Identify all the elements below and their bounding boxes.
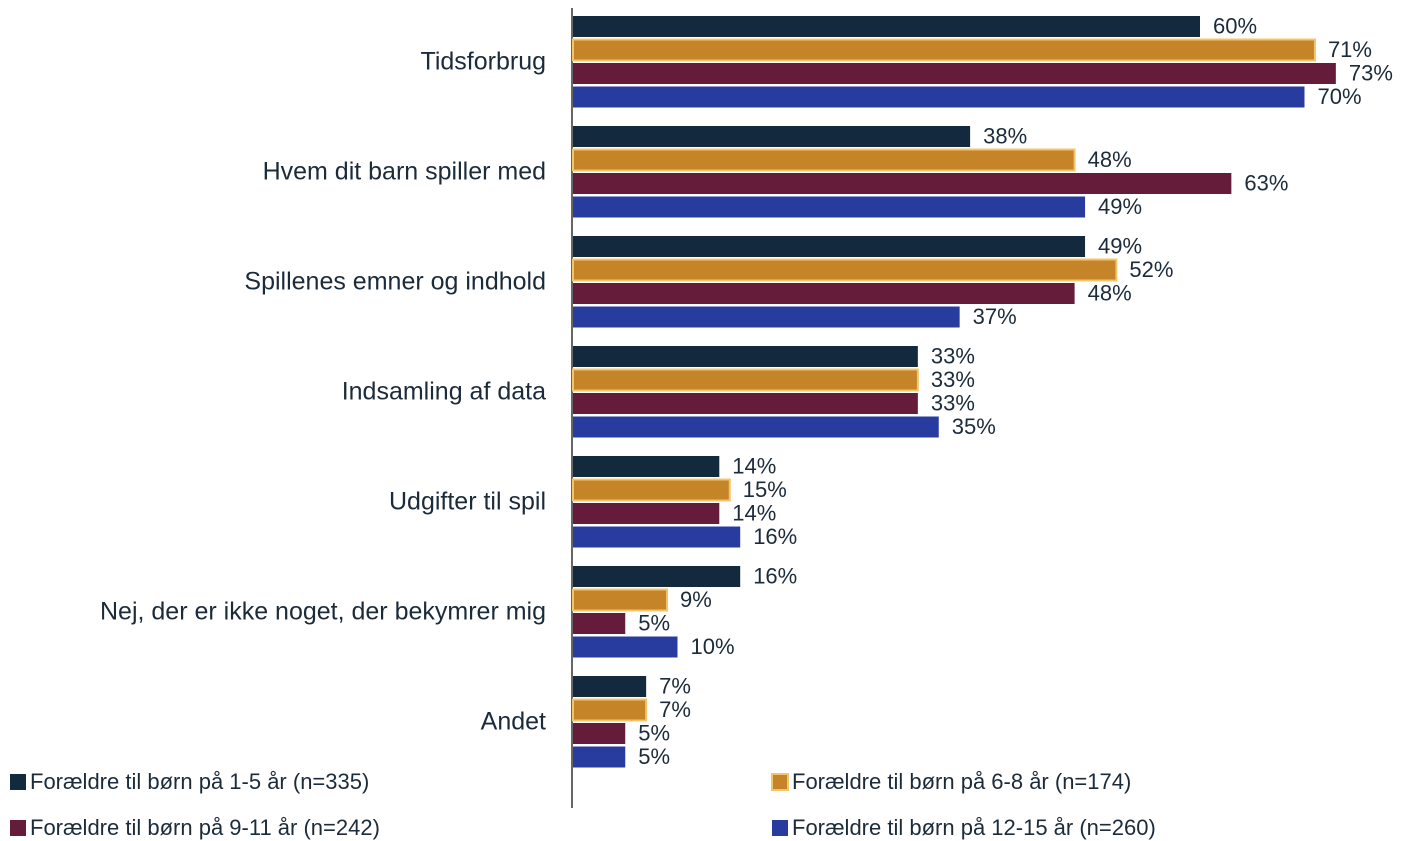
value-label: 16% [753,563,797,588]
bar [573,613,626,634]
value-label: 16% [753,524,797,549]
bar [572,478,731,502]
bar [573,416,939,438]
value-label: 37% [973,304,1017,329]
legend-swatch [10,820,26,836]
bar [573,173,1232,194]
category-label: Andet [481,708,546,736]
bar [572,38,1316,62]
bar [573,63,1336,84]
value-label: 15% [743,477,787,502]
legend-label: Forældre til børn på 1-5 år (n=335) [30,769,369,794]
bar [573,236,1086,257]
bar [573,346,918,367]
value-label: 70% [1318,84,1362,109]
value-label: 52% [1129,257,1173,282]
category-label: Hvem dit barn spiller med [263,158,546,186]
bar [573,636,678,658]
category-label: Nej, der er ikke noget, der bekymrer mig [100,598,546,626]
value-label: 63% [1244,170,1288,195]
bar [573,283,1075,304]
bar [573,16,1200,37]
value-label: 7% [659,697,691,722]
legend-label: Forældre til børn på 6-8 år (n=174) [792,769,1131,794]
value-label: 10% [691,634,735,659]
value-label: 60% [1213,13,1257,38]
value-label: 49% [1098,233,1142,258]
bar [573,456,720,477]
value-label: 9% [680,587,712,612]
value-label: 7% [659,673,691,698]
value-label: 5% [638,720,670,745]
value-label: 49% [1098,194,1142,219]
legend-swatch [771,773,789,791]
bar [572,148,1076,172]
bar [573,306,960,328]
bar [573,566,741,587]
category-label: Tidsforbrug [420,48,546,76]
value-label: 73% [1349,60,1393,85]
value-label: 14% [732,500,776,525]
value-label: 14% [732,453,776,478]
bar [573,503,720,524]
legend-swatch [772,820,788,836]
bar [572,698,648,722]
value-label: 38% [983,123,1027,148]
bar [573,86,1305,108]
value-label: 71% [1328,37,1372,62]
value-label: 35% [952,414,996,439]
legend-label: Forældre til børn på 9-11 år (n=242) [30,815,380,840]
bar [573,393,918,414]
bar [573,196,1086,218]
legend-swatch [10,774,26,790]
value-label: 48% [1088,280,1132,305]
category-label: Indsamling af data [342,378,546,406]
category-label: Udgifter til spil [389,488,546,516]
category-label: Spillenes emner og indhold [244,268,546,296]
value-label: 5% [638,610,670,635]
value-label: 5% [638,744,670,769]
bar [573,746,626,768]
bar [572,588,669,612]
bar [573,526,741,548]
value-label: 33% [931,390,975,415]
bar [572,258,1118,282]
value-label: 33% [931,367,975,392]
legend-label: Forældre til børn på 12-15 år (n=260) [792,815,1156,840]
bar [573,676,647,697]
value-label: 48% [1088,147,1132,172]
bar [572,368,919,392]
bar [573,723,626,744]
value-label: 33% [931,343,975,368]
bar [573,126,971,147]
